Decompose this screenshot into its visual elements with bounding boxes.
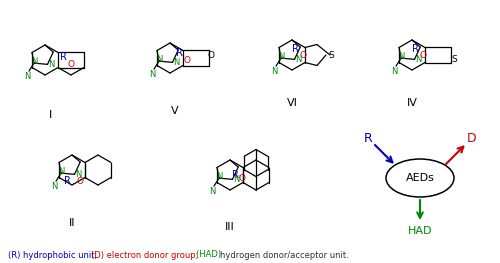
Text: R: R — [64, 176, 70, 186]
Text: N: N — [58, 167, 64, 176]
Text: VI: VI — [286, 98, 298, 108]
Text: N: N — [149, 70, 155, 79]
Text: (R) hydrophobic unit;: (R) hydrophobic unit; — [8, 250, 100, 260]
Text: D: D — [467, 132, 477, 144]
Text: S: S — [451, 55, 457, 64]
Text: O: O — [420, 51, 426, 60]
Text: N: N — [296, 55, 302, 64]
Text: N: N — [234, 175, 239, 184]
Text: O: O — [300, 51, 306, 60]
Text: hydrogen donor/acceptor unit.: hydrogen donor/acceptor unit. — [220, 250, 349, 260]
Text: R: R — [176, 48, 182, 58]
Text: O: O — [208, 51, 214, 60]
Text: N: N — [391, 67, 397, 76]
Text: N: N — [216, 172, 222, 181]
Text: I: I — [48, 110, 51, 120]
Text: N: N — [271, 67, 277, 76]
Text: O: O — [76, 176, 84, 185]
Text: HAD: HAD — [408, 226, 432, 236]
Text: R: R — [232, 169, 238, 180]
Text: O: O — [238, 174, 246, 183]
Text: R: R — [292, 43, 298, 53]
Text: N: N — [416, 55, 422, 64]
Text: N: N — [51, 182, 57, 191]
Text: R: R — [412, 43, 418, 53]
Text: O: O — [68, 60, 74, 69]
Text: O: O — [184, 56, 190, 65]
Text: AEDs: AEDs — [406, 173, 434, 183]
Text: V: V — [171, 106, 179, 116]
Text: N: N — [278, 52, 284, 61]
Text: N: N — [48, 60, 54, 69]
Text: (HAD): (HAD) — [196, 250, 224, 260]
Text: IV: IV — [406, 98, 418, 108]
Text: N: N — [31, 57, 37, 66]
Text: R: R — [364, 132, 372, 144]
Text: S: S — [328, 50, 334, 59]
Text: (D) electron donor group;: (D) electron donor group; — [91, 250, 201, 260]
Text: II: II — [69, 218, 75, 228]
Text: III: III — [225, 222, 235, 232]
Text: N: N — [156, 55, 162, 64]
Text: N: N — [174, 58, 180, 67]
Text: N: N — [209, 187, 215, 196]
Text: N: N — [24, 72, 30, 81]
Text: .: . — [72, 176, 76, 186]
Text: R: R — [60, 53, 66, 63]
Text: N: N — [76, 170, 82, 179]
Text: N: N — [398, 52, 404, 61]
